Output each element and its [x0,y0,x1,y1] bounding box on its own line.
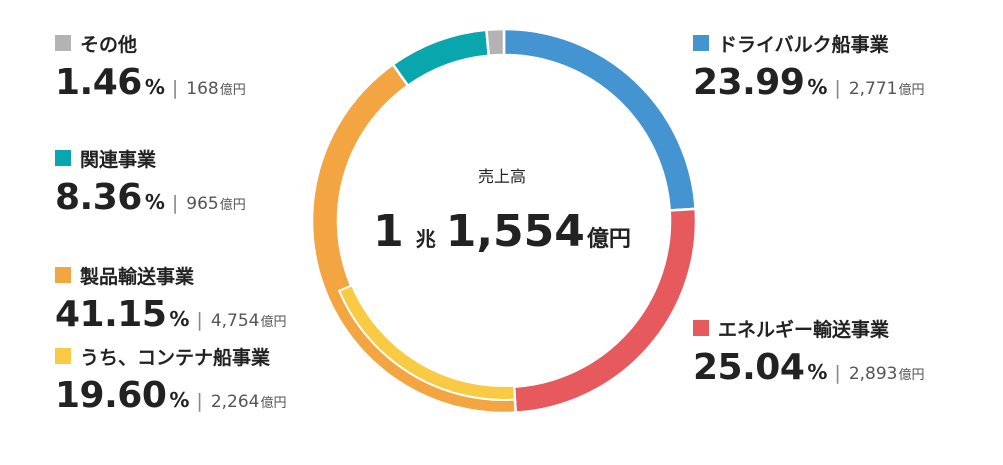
legend-container: うち、コンテナ船事業 19.60% | 2,264 億円 [55,343,287,416]
data-label-amount: 2,893 [848,364,898,384]
center-total: 1 兆 1,554 億円 [332,206,672,257]
data-label-amount: 965 [186,194,219,214]
data-label-amount: 2,264 [210,392,260,412]
legend-label: ドライバルク船事業 [718,33,889,56]
separator: | [196,309,203,331]
amount-unit: 億円 [219,83,246,98]
percent-sign: % [144,190,165,214]
separator: | [196,390,203,412]
donut-slice [391,28,491,88]
data-label-percent: 25.04 [693,347,805,388]
total-prefix-unit: 兆 [415,227,436,251]
data-label-percent: 8.36 [55,177,142,218]
legend-energy-transport: エネルギー輸送事業 25.04% | 2,893 億円 [693,315,925,388]
center-title-text: 売上高 [477,167,526,186]
data-label-percent: 1.46 [55,62,142,103]
legend-swatch [55,150,71,166]
data-label-percent: 19.60 [55,375,167,416]
legend-swatch [693,320,709,336]
legend-label: その他 [80,33,138,56]
legend-swatch [693,35,709,51]
separator: | [171,77,179,99]
legend-dry-bulk: ドライバルク船事業 23.99% | 2,771 億円 [693,30,925,103]
amount-unit: 億円 [260,396,287,411]
legend-swatch [55,267,71,283]
amount-unit: 億円 [260,315,287,330]
legend-other: その他 1.46% | 168 億円 [55,30,246,103]
amount-unit: 億円 [219,198,246,213]
amount-unit: 億円 [898,83,925,98]
legend-label: 製品輸送事業 [80,265,195,288]
separator: | [834,362,841,384]
total-main: 1,554 [445,206,585,257]
total-unit: 億円 [586,227,631,252]
separator: | [171,192,179,214]
legend-swatch [55,348,71,364]
percent-sign: % [144,75,165,99]
separator: | [834,77,841,99]
donut-slice [485,27,506,58]
percent-sign: % [169,388,190,412]
legend-label: 関連事業 [80,148,157,171]
donut-sub-segment [337,283,516,401]
total-prefix: 1 [373,206,404,257]
percent-sign: % [169,307,190,331]
data-label-amount: 2,771 [848,79,898,99]
data-label-percent: 41.15 [55,294,167,335]
center-title: 売上高 [332,163,672,187]
legend-label: エネルギー輸送事業 [718,318,890,341]
legend-label: うち、コンテナ船事業 [80,346,271,369]
percent-sign: % [807,75,828,99]
percent-sign: % [807,360,828,384]
legend-product-transport: 製品輸送事業 41.15% | 4,754 億円 [55,262,287,335]
data-label-percent: 23.99 [693,62,805,103]
amount-unit: 億円 [898,368,925,383]
legend-related: 関連事業 8.36% | 965 億円 [55,145,246,218]
data-label-amount: 4,754 [210,311,260,331]
data-label-amount: 168 [186,79,219,99]
legend-swatch [55,35,71,51]
